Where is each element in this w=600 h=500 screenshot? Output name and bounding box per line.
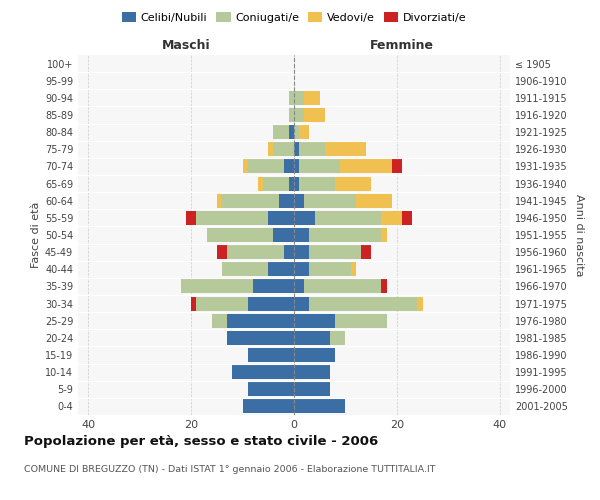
Bar (289, 176, 294, 190)
Bar (289, 125, 294, 139)
Bar (268, 262, 294, 276)
Bar (294, 262, 310, 276)
Bar (248, 382, 294, 396)
Bar (294, 365, 330, 379)
Bar (227, 245, 284, 259)
Bar (248, 160, 284, 173)
Bar (227, 314, 294, 328)
Bar (335, 176, 371, 190)
Bar (242, 400, 294, 413)
Bar (350, 262, 356, 276)
Bar (299, 176, 335, 190)
Bar (222, 194, 278, 207)
Bar (402, 211, 412, 225)
Bar (299, 125, 310, 139)
Bar (418, 296, 422, 310)
Bar (340, 160, 392, 173)
Bar (242, 160, 248, 173)
Bar (294, 160, 299, 173)
Bar (253, 280, 294, 293)
Bar (191, 296, 196, 310)
Bar (304, 280, 382, 293)
Bar (186, 211, 196, 225)
Text: Femmine: Femmine (370, 40, 434, 52)
Bar (294, 331, 330, 345)
Bar (248, 348, 294, 362)
Bar (310, 262, 350, 276)
Bar (330, 331, 346, 345)
Bar (232, 365, 294, 379)
Legend: Celibi/Nubili, Coniugati/e, Vedovi/e, Divorziati/e: Celibi/Nubili, Coniugati/e, Vedovi/e, Di… (118, 8, 470, 28)
Bar (294, 400, 346, 413)
Bar (310, 245, 361, 259)
Bar (294, 142, 299, 156)
Bar (299, 142, 325, 156)
Bar (274, 142, 294, 156)
Bar (361, 245, 371, 259)
Bar (227, 331, 294, 345)
Bar (294, 91, 304, 105)
Bar (222, 262, 268, 276)
Bar (206, 228, 274, 242)
Bar (294, 176, 299, 190)
Bar (196, 211, 268, 225)
Bar (304, 91, 320, 105)
Bar (382, 228, 386, 242)
Text: COMUNE DI BREGUZZO (TN) - Dati ISTAT 1° gennaio 2006 - Elaborazione TUTTITALIA.I: COMUNE DI BREGUZZO (TN) - Dati ISTAT 1° … (24, 465, 436, 474)
Bar (392, 160, 402, 173)
Bar (335, 314, 386, 328)
Bar (217, 245, 227, 259)
Bar (294, 125, 299, 139)
Bar (294, 382, 330, 396)
Bar (263, 176, 289, 190)
Bar (294, 280, 304, 293)
Text: Maschi: Maschi (161, 40, 211, 52)
Bar (294, 348, 335, 362)
Bar (284, 160, 294, 173)
Bar (278, 194, 294, 207)
Bar (304, 108, 325, 122)
Bar (294, 296, 310, 310)
Bar (299, 160, 340, 173)
Bar (196, 296, 248, 310)
Bar (294, 228, 310, 242)
Bar (294, 314, 335, 328)
Bar (294, 194, 304, 207)
Bar (274, 125, 289, 139)
Bar (289, 108, 294, 122)
Bar (356, 194, 392, 207)
Bar (258, 176, 263, 190)
Text: Popolazione per età, sesso e stato civile - 2006: Popolazione per età, sesso e stato civil… (24, 435, 378, 448)
Bar (294, 245, 310, 259)
Bar (268, 211, 294, 225)
Bar (181, 280, 253, 293)
Y-axis label: Fasce di età: Fasce di età (31, 202, 41, 268)
Bar (310, 228, 382, 242)
Bar (289, 91, 294, 105)
Bar (268, 142, 274, 156)
Bar (284, 245, 294, 259)
Bar (304, 194, 356, 207)
Bar (274, 228, 294, 242)
Bar (325, 142, 366, 156)
Bar (217, 194, 222, 207)
Bar (294, 108, 304, 122)
Bar (382, 211, 402, 225)
Bar (212, 314, 227, 328)
Bar (314, 211, 382, 225)
Bar (294, 211, 314, 225)
Bar (382, 280, 386, 293)
Y-axis label: Anni di nascita: Anni di nascita (574, 194, 584, 276)
Bar (310, 296, 418, 310)
Bar (248, 296, 294, 310)
